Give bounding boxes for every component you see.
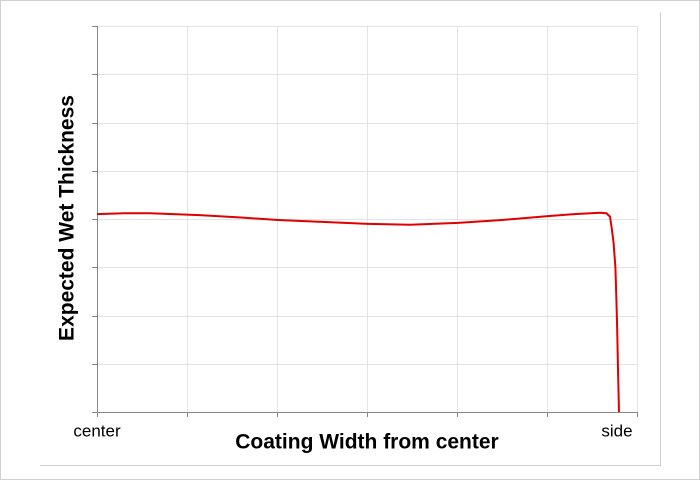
- y-axis-title: Expected Wet Thickness: [56, 95, 79, 341]
- x-end-label: side: [601, 421, 632, 440]
- data-line: [96, 211, 620, 413]
- x-end-label: center: [73, 421, 121, 440]
- x-axis-title: Coating Width from center: [235, 431, 498, 454]
